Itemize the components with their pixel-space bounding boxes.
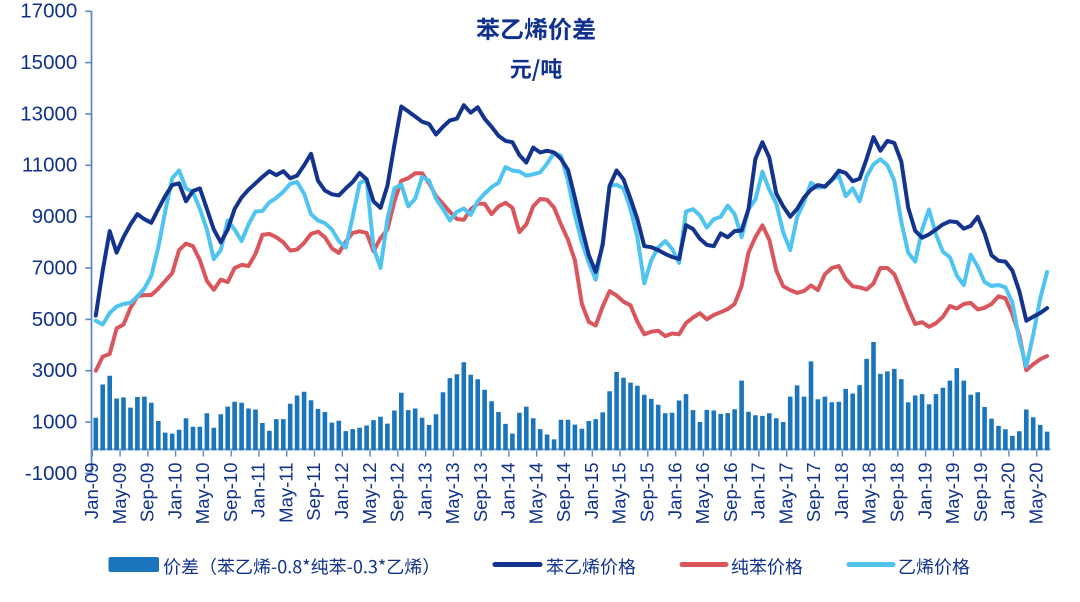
- svg-text:Jan-09: Jan-09: [81, 463, 102, 520]
- svg-text:Sep-10: Sep-10: [220, 463, 241, 523]
- svg-text:Jan-12: Jan-12: [331, 463, 352, 520]
- svg-text:1000: 1000: [32, 411, 78, 434]
- svg-text:May-11: May-11: [275, 463, 296, 523]
- svg-text:Sep-12: Sep-12: [387, 463, 408, 523]
- svg-text:Sep-19: Sep-19: [970, 463, 991, 523]
- svg-text:Jan-17: Jan-17: [748, 463, 769, 520]
- svg-text:May-20: May-20: [1025, 463, 1046, 525]
- svg-text:17000: 17000: [20, 0, 77, 23]
- svg-text:May-18: May-18: [859, 463, 880, 525]
- svg-text:5000: 5000: [32, 308, 78, 331]
- svg-text:Sep-14: Sep-14: [553, 463, 574, 523]
- svg-text:15000: 15000: [20, 51, 77, 74]
- svg-text:May-13: May-13: [442, 463, 463, 525]
- svg-text:Jan-13: Jan-13: [414, 463, 435, 520]
- svg-text:Jan-19: Jan-19: [914, 463, 935, 520]
- svg-text:Sep-11: Sep-11: [303, 463, 324, 521]
- svg-text:Jan-18: Jan-18: [831, 463, 852, 520]
- svg-text:May-12: May-12: [359, 463, 380, 525]
- svg-text:Jan-15: Jan-15: [581, 463, 602, 520]
- svg-text:7000: 7000: [32, 256, 78, 279]
- svg-text:May-15: May-15: [609, 463, 630, 525]
- svg-text:11000: 11000: [22, 154, 77, 177]
- svg-text:Sep-18: Sep-18: [887, 463, 908, 523]
- svg-text:13000: 13000: [20, 102, 77, 125]
- svg-text:Jan-10: Jan-10: [164, 463, 185, 520]
- svg-text:Sep-16: Sep-16: [720, 463, 741, 523]
- svg-text:May-09: May-09: [109, 463, 130, 525]
- svg-text:9000: 9000: [32, 205, 78, 228]
- svg-text:May-14: May-14: [525, 463, 546, 525]
- svg-text:Sep-09: Sep-09: [137, 463, 158, 523]
- svg-text:Jan-11: Jan-11: [248, 463, 269, 518]
- svg-text:-1000: -1000: [25, 462, 77, 485]
- svg-text:Sep-13: Sep-13: [470, 463, 491, 523]
- svg-text:Sep-17: Sep-17: [803, 463, 824, 523]
- svg-text:May-19: May-19: [942, 463, 963, 525]
- svg-text:May-16: May-16: [692, 463, 713, 525]
- svg-text:Jan-20: Jan-20: [998, 463, 1019, 520]
- svg-text:Sep-15: Sep-15: [637, 463, 658, 523]
- svg-text:Jan-14: Jan-14: [498, 463, 519, 520]
- svg-text:Jan-16: Jan-16: [664, 463, 685, 520]
- svg-text:3000: 3000: [32, 359, 78, 382]
- svg-text:May-17: May-17: [775, 463, 796, 525]
- svg-text:May-10: May-10: [192, 463, 213, 525]
